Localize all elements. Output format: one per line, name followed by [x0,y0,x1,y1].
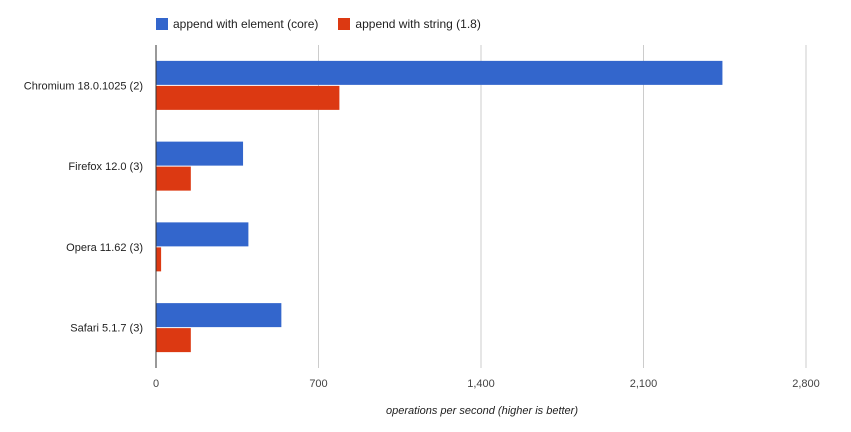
bar-2-1[interactable] [156,166,191,191]
y-category-label: Opera 11.62 (3) [66,242,143,254]
chart-legend: append with element (core) append with s… [156,17,501,31]
bar-1-2[interactable] [156,222,249,247]
x-tick-label: 700 [309,378,327,390]
bar-2-0[interactable] [156,85,340,110]
x-axis-title: operations per second (higher is better) [386,405,578,417]
legend-item-series-2[interactable]: append with string (1.8) [338,17,481,31]
bar-1-3[interactable] [156,303,282,328]
x-tick-label: 2,800 [792,378,820,390]
gridlines [318,45,807,368]
y-category-label: Firefox 12.0 (3) [68,161,143,173]
bar-1-1[interactable] [156,141,244,166]
bar-2-2[interactable] [156,247,162,272]
legend-swatch-series-1 [156,18,168,30]
y-category-label: Chromium 18.0.1025 (2) [24,80,143,92]
bars [156,60,723,353]
y-category-label: Safari 5.1.7 (3) [70,323,143,335]
legend-swatch-series-2 [338,18,351,30]
legend-label-series-1: append with element (core) [173,17,319,31]
x-tick-label: 2,100 [630,378,658,390]
legend-label-series-2: append with string (1.8) [355,17,481,31]
x-tick-label: 0 [153,378,159,390]
legend-item-series-1[interactable]: append with element (core) [156,17,318,31]
axes: 0 700 1,400 2,100 2,800 Chromium 18.0.1025 (2… [24,45,820,390]
bar-2-3[interactable] [156,328,191,353]
bar-1-0[interactable] [156,60,723,85]
x-tick-label: 1,400 [467,378,495,390]
